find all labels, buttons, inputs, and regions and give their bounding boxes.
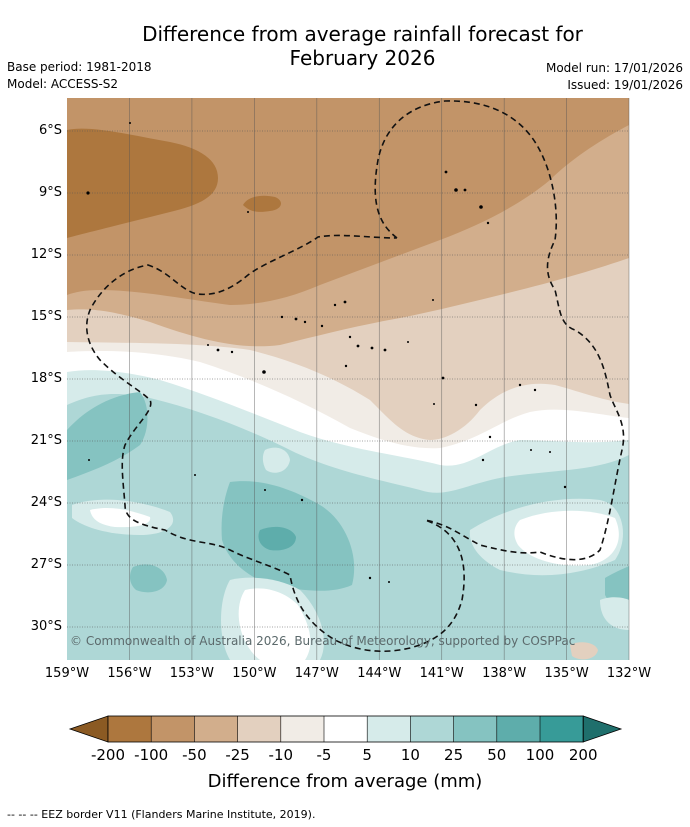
lat-label-18s: 18°S <box>30 371 62 386</box>
light-patch-5 <box>600 597 629 630</box>
map-title: Difference from average rainfall forecas… <box>0 22 690 70</box>
band-dry-200-small <box>243 195 282 212</box>
band-dry-100 <box>67 98 629 305</box>
lat-gridlines <box>67 130 629 628</box>
colorbar-tick: 100 <box>525 746 555 764</box>
meta-left: Base period: 1981-2018 Model: ACCESS-S2 <box>7 59 152 93</box>
lon-label-156w: 156°W <box>107 666 152 681</box>
lat-label-9s: 9°S <box>38 185 62 200</box>
colorbar-tick: -25 <box>225 746 250 764</box>
lon-label-147w: 147°W <box>294 666 339 681</box>
colorbar-tick: -200 <box>90 746 126 764</box>
colorbar-seg-10 <box>496 716 540 742</box>
lon-label-132w: 132°W <box>606 666 652 681</box>
colorbar-seg-1 <box>108 716 152 742</box>
white-patch-2 <box>238 588 311 660</box>
colorbar-tick: -10 <box>268 746 294 764</box>
eez-border <box>85 100 625 653</box>
lat-label-6s: 6°S <box>38 123 62 138</box>
lat-label-24s: 24°S <box>30 495 62 510</box>
colorbar-tick: -5 <box>316 746 332 764</box>
colorbar <box>68 715 623 743</box>
lon-label-144w: 144°W <box>357 666 402 681</box>
lat-label-12s: 12°S <box>30 247 62 262</box>
colorbar-seg-6 <box>324 716 368 742</box>
eez-footnote: -- -- -- EEZ border V11 (Flanders Marine… <box>7 808 316 821</box>
colorbar-seg-9 <box>453 716 497 742</box>
lon-label-159w: 159°W <box>44 666 90 681</box>
wet-patch-west <box>67 392 148 480</box>
lon-gridlines <box>129 98 630 660</box>
lat-label-21s: 21°S <box>30 433 62 448</box>
light-patch-4 <box>262 447 290 473</box>
colorbar-dividers <box>150 716 541 742</box>
islands <box>86 122 567 583</box>
colorbar-tick: 200 <box>568 746 598 764</box>
colorbar-seg-4 <box>237 716 281 742</box>
colorbar-seg-8 <box>410 716 454 742</box>
colorbar-tick: -50 <box>182 746 207 764</box>
issued-date: Issued: 19/01/2026 <box>567 78 683 92</box>
lon-label-141w: 141°W <box>419 666 464 681</box>
lon-label-138w: 138°W <box>482 666 527 681</box>
wet-patch-deep <box>258 526 296 551</box>
colorbar-outline <box>107 715 584 743</box>
colorbar-seg-11 <box>540 716 584 742</box>
map-fill-layer <box>67 98 629 660</box>
model-run: Model run: 17/01/2026 <box>545 61 683 75</box>
colorbar-tick: 10 <box>400 746 420 764</box>
model-name: Model: ACCESS-S2 <box>7 77 119 91</box>
band-dry-200 <box>67 128 218 238</box>
lon-label-150w: 150°W <box>232 666 277 681</box>
lat-label-27s: 27°S <box>30 557 62 572</box>
colorbar-high-extend <box>582 715 623 743</box>
colorbar-title: Difference from average (mm) <box>207 771 483 792</box>
title-line-1: Difference from average rainfall forecas… <box>142 22 583 46</box>
light-patch-6 <box>570 642 598 660</box>
lon-label-153w: 153°W <box>169 666 214 681</box>
colorbar-seg-7 <box>367 716 411 742</box>
wet-patch-east <box>605 566 629 607</box>
lon-label-135w: 135°W <box>544 666 589 681</box>
colorbar-tick: 5 <box>362 746 372 764</box>
lat-label-15s: 15°S <box>30 309 62 324</box>
lat-label-30s: 30°S <box>30 619 62 634</box>
colorbar-seg-5 <box>280 716 324 742</box>
colorbar-low-extend <box>68 715 109 743</box>
wet-patch-south <box>129 564 167 593</box>
colorbar-tick: 25 <box>444 746 464 764</box>
meta-right: Model run: 17/01/2026 Issued: 19/01/2026 <box>546 60 683 94</box>
colorbar-tick: -100 <box>134 746 169 764</box>
title-line-2: February 2026 <box>289 46 436 70</box>
base-period: Base period: 1981-2018 <box>7 60 152 74</box>
colorbar-tick: 50 <box>487 746 507 764</box>
colorbar-seg-2 <box>151 716 195 742</box>
copyright-notice: © Commonwealth of Australia 2026, Bureau… <box>70 634 576 648</box>
white-patch-1 <box>90 507 151 528</box>
colorbar-seg-3 <box>194 716 238 742</box>
